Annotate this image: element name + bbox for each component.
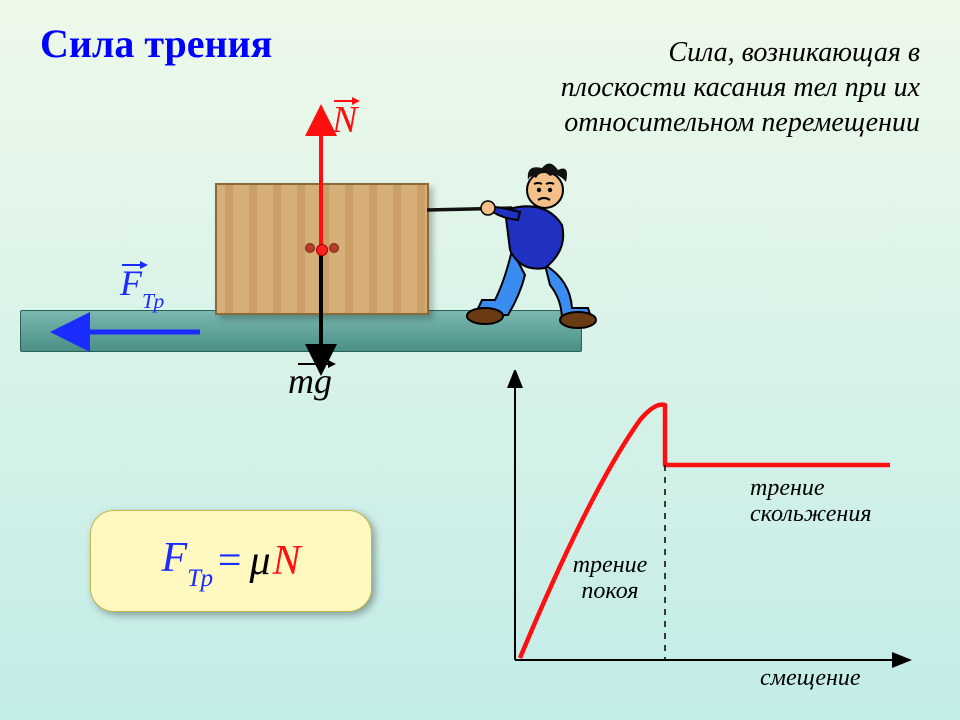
page-title: Сила трения	[40, 20, 272, 67]
formula-lhs: FТр	[161, 534, 213, 587]
center-of-mass-point	[316, 244, 328, 256]
person-pulling	[450, 150, 620, 350]
definition-text: Сила, возникающая в плоскости касания те…	[560, 35, 920, 140]
formula-box: FТр = μ N	[90, 510, 372, 612]
formula-eq: =	[215, 537, 243, 585]
label-kinetic-friction: трение скольжения	[750, 475, 920, 528]
formula-N: N	[273, 537, 301, 585]
label-static-friction: трение покоя	[555, 552, 665, 605]
friction-displacement-chart: трение покоя трение скольжения смещение	[470, 370, 930, 700]
free-body-diagram: N FТр mg	[20, 80, 600, 390]
label-mg: mg	[288, 360, 332, 402]
label-x-axis: смещение	[760, 665, 861, 692]
label-N: N	[332, 98, 357, 142]
label-Ftr: FТр	[120, 262, 164, 309]
formula-mu: μ	[249, 537, 270, 585]
